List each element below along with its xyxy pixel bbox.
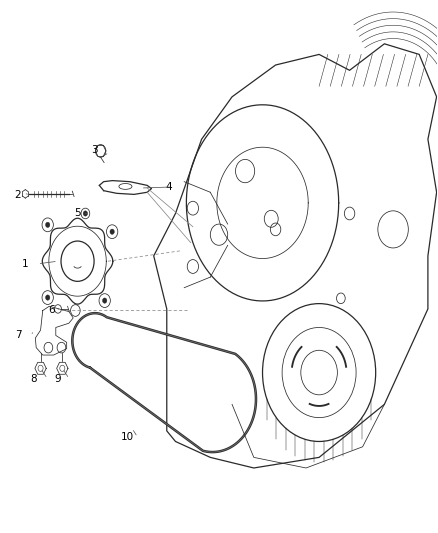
- Text: 3: 3: [92, 145, 98, 155]
- Circle shape: [46, 295, 50, 300]
- Text: 8: 8: [31, 374, 37, 384]
- Circle shape: [83, 211, 88, 216]
- Text: 9: 9: [55, 374, 61, 384]
- Text: 7: 7: [14, 330, 21, 341]
- Text: 6: 6: [48, 305, 55, 315]
- Text: 1: 1: [22, 259, 28, 269]
- Text: 5: 5: [74, 208, 81, 219]
- Circle shape: [110, 229, 114, 235]
- Circle shape: [46, 222, 50, 228]
- Text: 2: 2: [14, 190, 21, 200]
- Circle shape: [102, 298, 107, 303]
- Text: 4: 4: [166, 182, 172, 192]
- Text: 10: 10: [121, 432, 134, 442]
